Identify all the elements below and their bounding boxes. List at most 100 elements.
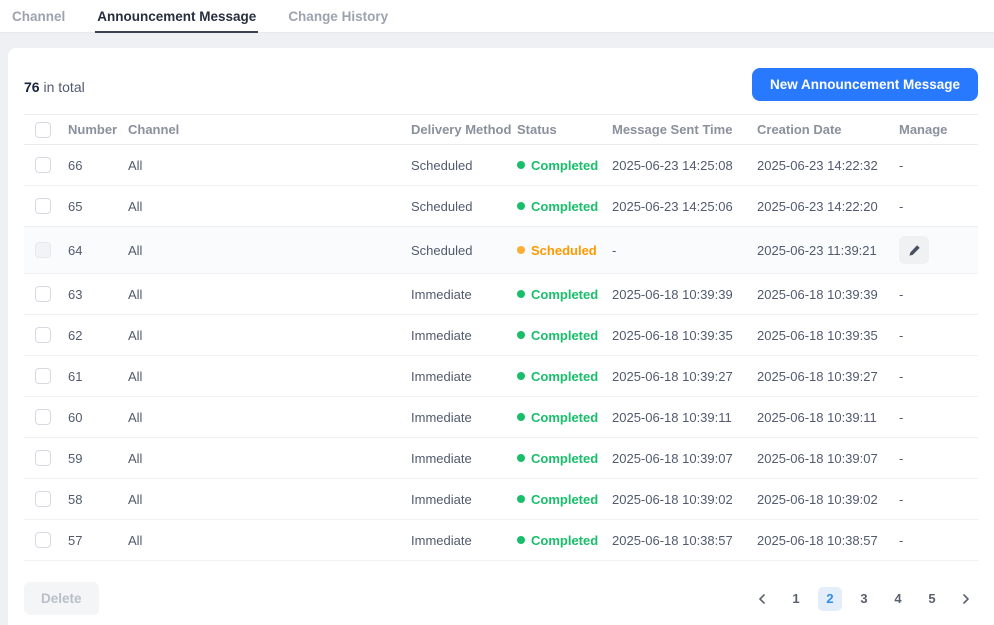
cell-number: 60 [68,396,128,438]
cell-number: 63 [68,273,128,315]
status-dot-icon [517,494,525,503]
cell-sent-time: 2025-06-18 10:39:02 [612,478,757,520]
announcement-table: Number Channel Delivery Method Status Messag… [24,114,978,561]
row-checkbox[interactable] [35,242,51,259]
cell-sent-time: 2025-06-18 10:39:39 [612,273,757,315]
cell-delivery-method: Immediate [411,314,517,356]
cell-sent-time: 2025-06-18 10:39:07 [612,437,757,479]
cell-number: 66 [68,144,128,186]
status-dot-icon [517,453,525,462]
cell-sent-time: - [612,226,757,274]
row-checkbox[interactable] [35,368,51,385]
pencil-icon [909,244,920,256]
cell-manage: - [899,286,904,302]
cell-number: 58 [68,478,128,520]
tab-change-history[interactable]: Change History [288,8,389,24]
page-button-4[interactable]: 4 [886,587,910,611]
chevron-right-icon [963,593,969,604]
cell-channel: All [128,355,411,397]
status-badge: Completed [517,369,598,384]
edit-button[interactable] [899,236,929,264]
table-row: 63 All Immediate Completed 2025-06-18 10… [24,273,978,315]
cell-channel: All [128,478,411,520]
chevron-left-icon [759,593,765,604]
table-row: 62 All Immediate Completed 2025-06-18 10… [24,314,978,356]
cell-number: 64 [68,226,128,274]
page-button-2[interactable]: 2 [818,586,842,611]
page-button-3[interactable]: 3 [852,587,876,611]
status-dot-icon [517,371,525,380]
prev-page-button[interactable] [750,587,774,611]
new-announcement-button[interactable]: New Announcement Message [751,68,978,101]
row-checkbox[interactable] [35,327,51,344]
status-dot-icon [517,535,525,544]
table-row: 60 All Immediate Completed 2025-06-18 10… [24,396,978,438]
cell-channel: All [128,314,411,356]
delete-button[interactable]: Delete [24,582,99,615]
next-page-button[interactable] [954,587,978,611]
status-badge: Completed [517,199,598,214]
cell-delivery-method: Immediate [411,519,517,561]
tab-bar: Channel Announcement Message Change Hist… [0,0,994,33]
page-button-1[interactable]: 1 [784,587,808,611]
cell-number: 65 [68,185,128,227]
table-body: 66 All Scheduled Completed 2025-06-23 14… [24,144,978,561]
status-dot-icon [517,160,525,169]
column-header: Creation Date [757,114,899,145]
cell-delivery-method: Immediate [411,437,517,479]
select-all-checkbox[interactable] [35,121,51,138]
row-checkbox[interactable] [35,450,51,467]
cell-delivery-method: Scheduled [411,226,517,274]
cell-channel: All [128,144,411,186]
row-checkbox[interactable] [35,409,51,426]
total-count-suffix: in total [43,79,85,95]
toolbar: 76 in total New Announcement Message [24,68,978,101]
total-count-label: 76 in total [24,79,85,101]
cell-manage: - [899,198,904,214]
column-header: Status [517,114,612,145]
cell-channel: All [128,396,411,438]
column-header: Message Sent Time [612,114,757,145]
cell-manage: - [899,327,904,343]
cell-creation-date: 2025-06-18 10:39:07 [757,437,899,479]
cell-creation-date: 2025-06-18 10:39:02 [757,478,899,520]
cell-delivery-method: Immediate [411,396,517,438]
cell-delivery-method: Scheduled [411,144,517,186]
cell-sent-time: 2025-06-23 14:25:08 [612,144,757,186]
cell-sent-time: 2025-06-18 10:39:35 [612,314,757,356]
cell-number: 62 [68,314,128,356]
status-badge: Completed [517,533,598,548]
table-row: 61 All Immediate Completed 2025-06-18 10… [24,355,978,397]
cell-creation-date: 2025-06-18 10:38:57 [757,519,899,561]
cell-manage: - [899,450,904,466]
cell-delivery-method: Scheduled [411,185,517,227]
column-header: Channel [128,114,411,145]
column-header: Manage [899,114,978,145]
column-header: Delivery Method [411,114,517,145]
status-badge: Completed [517,287,598,302]
cell-number: 57 [68,519,128,561]
cell-manage: - [899,157,904,173]
row-checkbox[interactable] [35,286,51,303]
page-button-5[interactable]: 5 [920,587,944,611]
row-checkbox[interactable] [35,532,51,549]
cell-channel: All [128,273,411,315]
row-checkbox[interactable] [35,198,51,215]
cell-manage: - [899,491,904,507]
cell-sent-time: 2025-06-18 10:39:27 [612,355,757,397]
status-dot-icon [517,330,525,339]
cell-channel: All [128,437,411,479]
cell-sent-time: 2025-06-18 10:38:57 [612,519,757,561]
cell-channel: All [128,226,411,274]
status-dot-icon [517,289,525,298]
status-badge: Completed [517,328,598,343]
cell-creation-date: 2025-06-23 11:39:21 [757,226,899,274]
status-badge: Completed [517,158,598,173]
cell-creation-date: 2025-06-18 10:39:27 [757,355,899,397]
tab-announcement-message[interactable]: Announcement Message [95,0,259,33]
row-checkbox[interactable] [35,157,51,174]
column-header: Number [68,114,128,145]
tab-channel[interactable]: Channel [12,8,66,24]
row-checkbox[interactable] [35,491,51,508]
